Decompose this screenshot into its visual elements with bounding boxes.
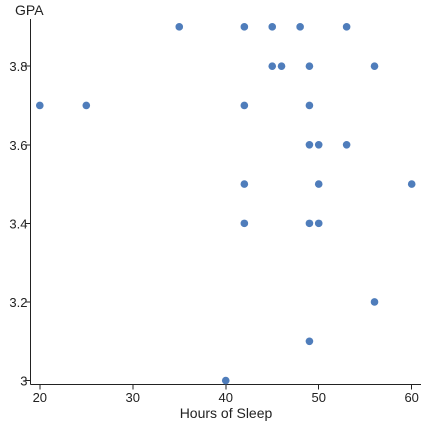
y-tick-label: 3.8 — [9, 59, 27, 74]
axes-layer — [30, 19, 421, 385]
x-tick-label: 40 — [219, 390, 233, 405]
data-point[interactable] — [407, 180, 416, 188]
y-tick-label: 3.4 — [9, 216, 27, 231]
x-tick-label: 50 — [311, 390, 325, 405]
x-axis-label: Hours of Sleep — [180, 405, 273, 421]
points-layer — [35, 23, 416, 385]
y-axis-label: GPA — [15, 2, 44, 18]
x-tick-label: 30 — [126, 390, 140, 405]
y-tick-label: 3.6 — [9, 138, 27, 153]
data-point[interactable] — [370, 62, 379, 70]
x-tick-label: 60 — [404, 390, 418, 405]
data-point[interactable] — [314, 219, 323, 228]
data-point[interactable] — [35, 101, 44, 110]
data-point[interactable] — [268, 23, 277, 31]
data-point[interactable] — [370, 298, 379, 306]
data-point[interactable] — [342, 140, 351, 149]
data-point[interactable] — [305, 219, 314, 228]
data-point[interactable] — [240, 101, 249, 110]
data-point[interactable] — [277, 62, 286, 70]
data-point[interactable] — [305, 101, 314, 110]
data-point[interactable] — [305, 140, 314, 149]
data-point[interactable] — [296, 23, 304, 31]
data-point[interactable] — [342, 23, 351, 31]
y-tick-label: 3 — [20, 374, 27, 389]
data-point[interactable] — [314, 140, 323, 149]
data-point[interactable] — [175, 23, 184, 31]
data-point[interactable] — [268, 62, 277, 70]
data-point[interactable] — [314, 180, 323, 188]
data-point[interactable] — [240, 180, 249, 188]
x-tick-label: 20 — [33, 390, 47, 405]
data-point[interactable] — [82, 101, 91, 110]
data-point[interactable] — [221, 376, 230, 385]
data-point[interactable] — [240, 219, 249, 228]
data-point[interactable] — [305, 337, 314, 346]
data-point[interactable] — [240, 23, 249, 31]
ticks-layer: 20 30 40 50 60 3 3.2 3.4 3.6 3.8 — [9, 59, 419, 405]
data-point[interactable] — [305, 62, 314, 70]
y-tick-label: 3.2 — [9, 295, 27, 310]
